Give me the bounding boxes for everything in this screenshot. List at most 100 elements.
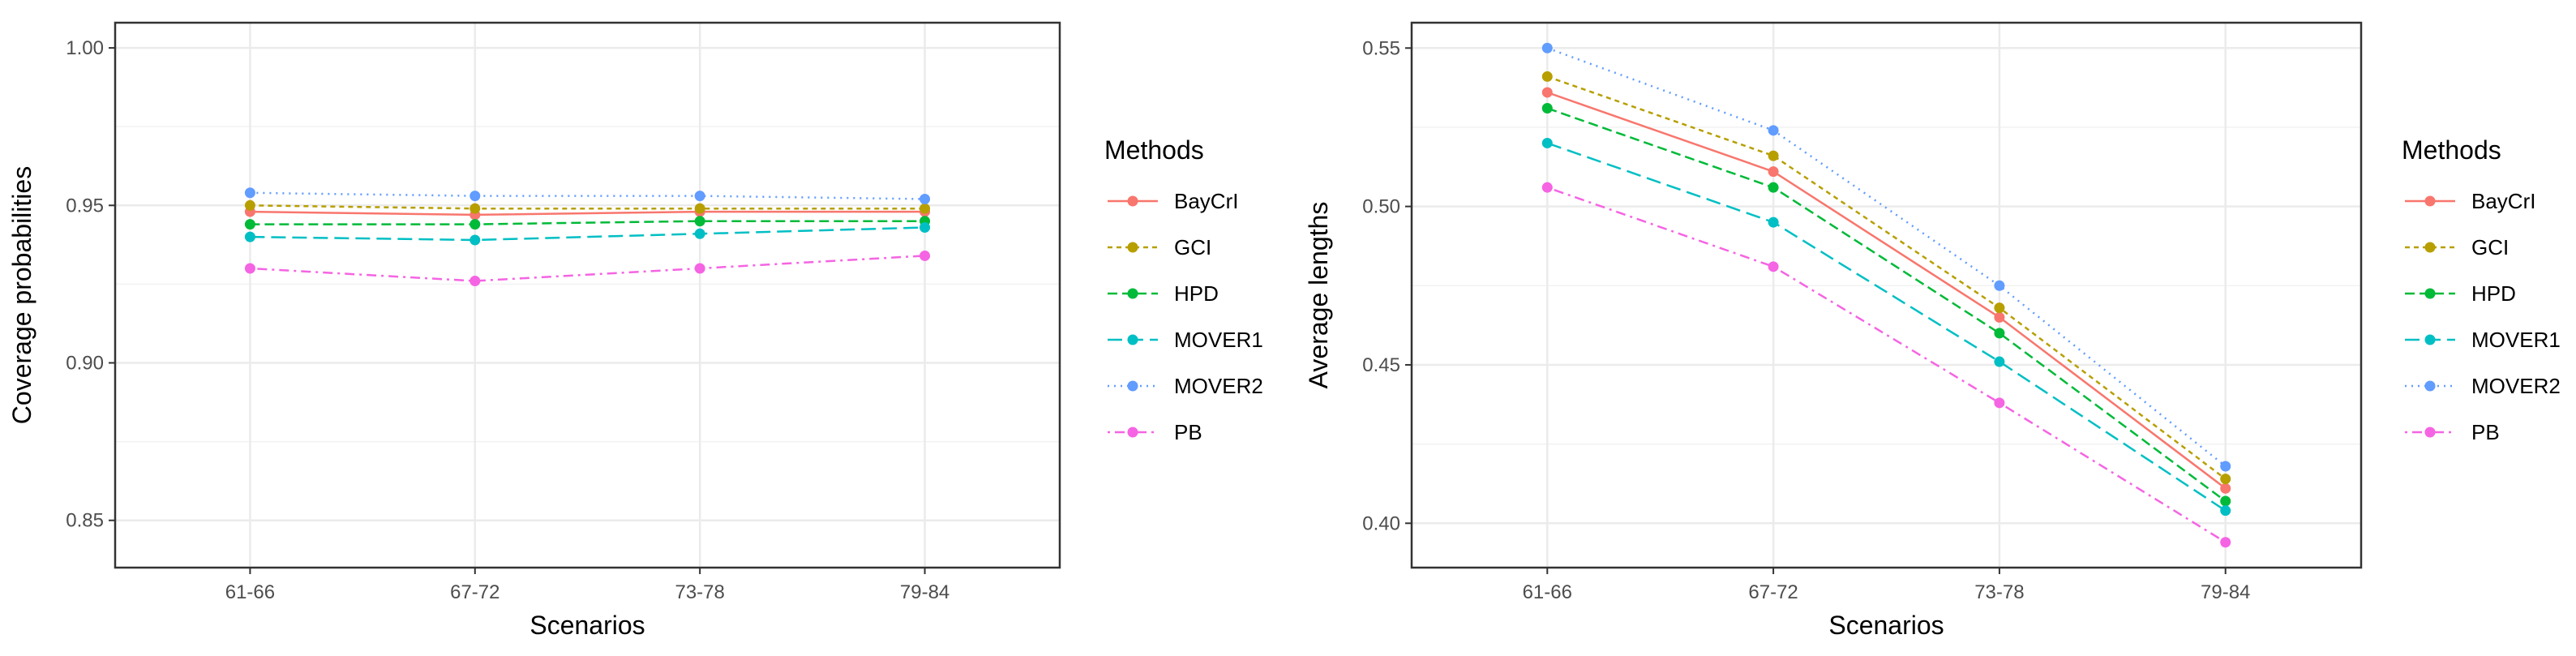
- x-tick-label: 61-66: [1523, 581, 1572, 603]
- legend-key-point: [2424, 427, 2436, 438]
- series-line-baycri: [250, 210, 925, 217]
- coverage-probabilities-chart: 0.85 0.90 0.95 1.00 61-66 67-72 73-78 79-84 Scen…: [7, 21, 1263, 640]
- plot-area: [1412, 23, 2361, 568]
- legend-label: GCI: [2471, 235, 2509, 259]
- legend-item-gci: GCI: [2405, 235, 2509, 259]
- x-tick-label: 73-78: [1974, 581, 2024, 603]
- legend-item-pb: PB: [2405, 420, 2500, 444]
- data-point-hpd: [694, 216, 705, 227]
- x-axis-title: Scenarios: [529, 611, 645, 640]
- legend-item-mover1: MOVER1: [2405, 328, 2561, 352]
- series-line-mover2: [250, 191, 925, 200]
- plot-border: [114, 21, 1061, 569]
- legend-label: MOVER1: [1174, 328, 1263, 352]
- data-point-baycri: [1541, 87, 1553, 98]
- series-line-baycri: [1546, 91, 2227, 490]
- data-point-pb: [1994, 397, 2005, 409]
- series-line-gci: [250, 204, 925, 210]
- y-axis-title: Average lengths: [1304, 202, 1333, 389]
- legend-label: BayCrI: [2471, 189, 2535, 213]
- data-point-mover1: [1994, 356, 2005, 367]
- legend-label: MOVER2: [1174, 374, 1263, 398]
- legend-item-gci: GCI: [1108, 235, 1211, 259]
- legend-label: HPD: [1174, 281, 1219, 306]
- y-axis-title: Coverage probabilities: [7, 166, 36, 424]
- legend-label: HPD: [2471, 281, 2516, 306]
- data-point-mover1: [2220, 505, 2231, 517]
- legend-label: MOVER2: [2471, 374, 2561, 398]
- x-tick-label: 61-66: [225, 581, 275, 603]
- legend-key-point: [1127, 334, 1138, 345]
- data-point-pb: [1541, 182, 1553, 193]
- data-point-pb: [1768, 261, 1779, 272]
- data-point-mover2: [694, 191, 705, 202]
- data-point-gci: [919, 203, 931, 214]
- legend-item-hpd: HPD: [2405, 281, 2516, 306]
- x-tick-label: 67-72: [450, 581, 499, 603]
- data-point-hpd: [1994, 328, 2005, 339]
- legend-key-point: [1127, 195, 1138, 207]
- series-line-mover1: [250, 226, 925, 242]
- data-point-baycri: [1994, 311, 2005, 323]
- y-tick-label: 0.50: [1362, 196, 1400, 218]
- legend-title: Methods: [2402, 135, 2501, 165]
- data-point-gci: [1541, 71, 1553, 82]
- series-line-pb: [250, 255, 925, 282]
- y-tick-label: 0.40: [1362, 512, 1400, 534]
- y-tick-label: 0.90: [66, 353, 104, 375]
- data-point-hpd: [1768, 182, 1779, 193]
- data-point-mover2: [1768, 125, 1779, 136]
- legend-item-hpd: HPD: [1108, 281, 1219, 306]
- legend-item-pb: PB: [1108, 420, 1202, 444]
- y-tick-label: 1.00: [66, 37, 104, 59]
- legend-key-point: [1127, 242, 1138, 253]
- y-tick-label: 0.85: [66, 510, 104, 532]
- legend-item-mover1: MOVER1: [1108, 328, 1263, 352]
- legend: Methods BayCrI GCI HPD MOVER1 MOVER2 PB: [2402, 135, 2561, 444]
- series-line-mover1: [1546, 142, 2227, 512]
- legend-label: GCI: [1174, 235, 1211, 259]
- series-line-hpd: [250, 220, 925, 225]
- legend-key-point: [1127, 380, 1138, 392]
- data-point-baycri: [1768, 166, 1779, 178]
- series-line-pb: [1546, 187, 2227, 543]
- series-line-mover2: [1546, 47, 2227, 467]
- legend-key-point: [1127, 427, 1138, 438]
- data-point-mover1: [1768, 217, 1779, 228]
- x-tick-label: 79-84: [900, 581, 949, 603]
- legend-key-point: [2424, 380, 2436, 392]
- legend-label: MOVER1: [2471, 328, 2561, 352]
- y-tick-label: 0.45: [1362, 354, 1400, 376]
- x-tick-label: 67-72: [1748, 581, 1798, 603]
- data-point-gci: [469, 203, 481, 214]
- data-point-mover1: [694, 228, 705, 239]
- legend-item-baycri: BayCrI: [1108, 189, 1238, 213]
- data-point-mover1: [469, 234, 481, 246]
- series-line-hpd: [1546, 107, 2227, 503]
- legend-item-mover2: MOVER2: [2405, 374, 2561, 398]
- legend-key-point: [2424, 334, 2436, 345]
- plot-border: [1410, 21, 2363, 569]
- x-tick-label: 73-78: [675, 581, 724, 603]
- legend-title: Methods: [1104, 135, 1204, 165]
- data-point-pb: [244, 263, 255, 274]
- data-point-hpd: [1541, 102, 1553, 114]
- data-point-gci: [2220, 474, 2231, 485]
- data-point-mover1: [919, 221, 931, 233]
- legend-item-mover2: MOVER2: [1108, 374, 1263, 398]
- data-point-mover1: [244, 231, 255, 242]
- legend-label: PB: [2471, 420, 2500, 444]
- y-tick-label: 0.55: [1362, 37, 1400, 59]
- data-point-hpd: [2220, 495, 2231, 507]
- legend-label: PB: [1174, 420, 1202, 444]
- data-point-gci: [1768, 150, 1779, 161]
- y-tick-label: 0.95: [66, 195, 104, 217]
- legend-item-baycri: BayCrI: [2405, 189, 2535, 213]
- data-point-mover2: [919, 194, 931, 205]
- data-point-mover2: [1994, 280, 2005, 291]
- legend-label: BayCrI: [1174, 189, 1238, 213]
- x-axis-title: Scenarios: [1828, 611, 1944, 640]
- data-point-mover2: [2220, 461, 2231, 472]
- data-point-gci: [1994, 302, 2005, 314]
- legend-key-point: [2424, 242, 2436, 253]
